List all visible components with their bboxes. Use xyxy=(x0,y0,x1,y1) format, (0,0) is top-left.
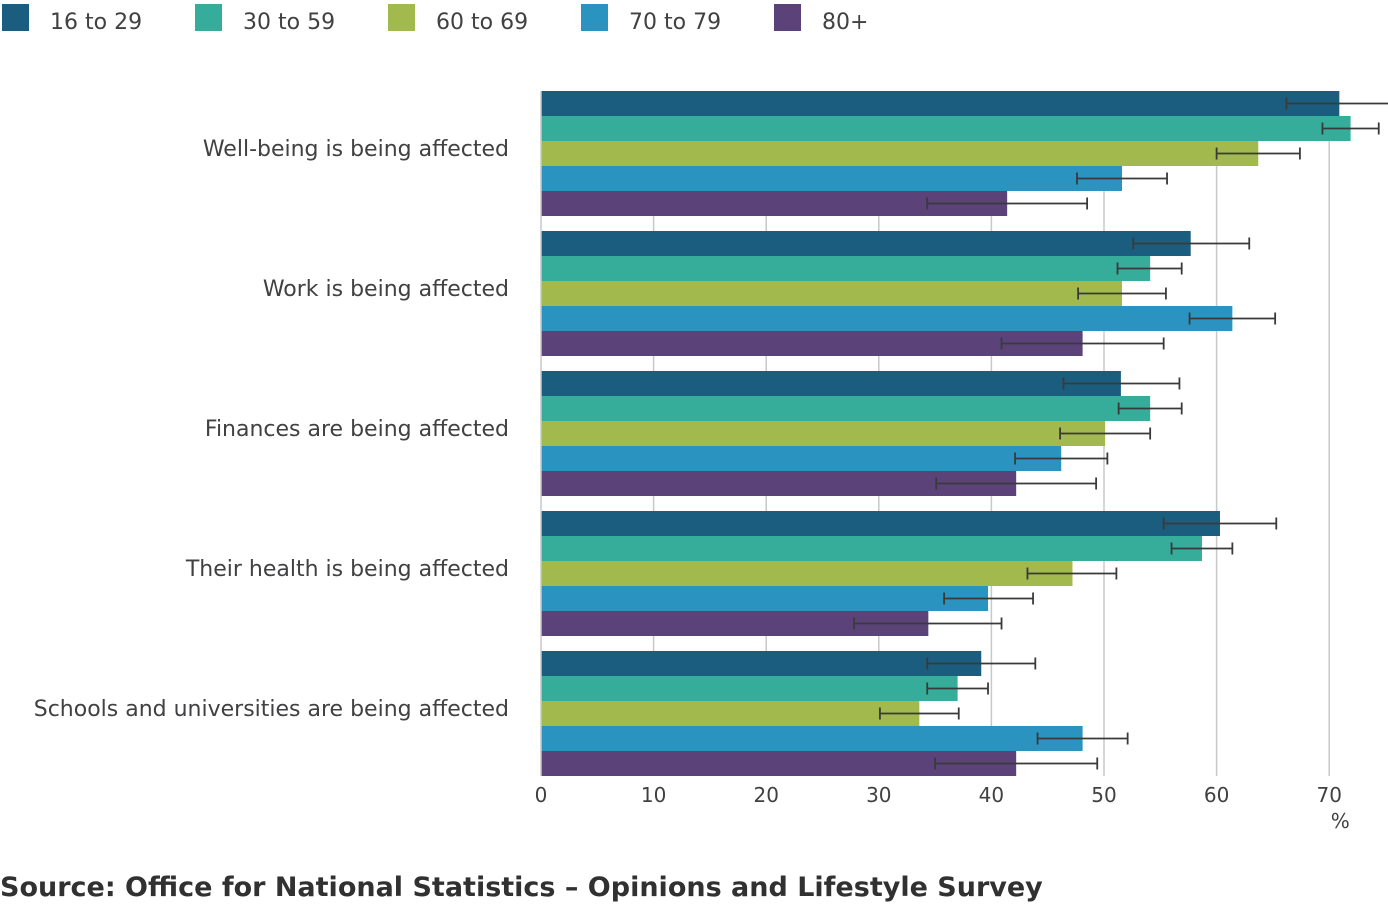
bar-60-to-69-work-is-being-affected xyxy=(541,281,1123,306)
legend-label-70-to-79: 70 to 79 xyxy=(629,10,721,35)
category-label-work-is-being-affected: Work is being affected xyxy=(263,277,509,302)
chart-category-labels: Well-being is being affected Work is bein… xyxy=(34,137,509,722)
bar-16-to-29-their-health-is-being-affected xyxy=(541,511,1220,536)
error-bar-80-schools-and-universities-are-being-affected xyxy=(934,757,1099,770)
chart-x-axis: 0 10 20 30 40 50 60 70% xyxy=(535,91,1350,833)
legend-swatch-16-to-29 xyxy=(2,4,29,31)
bar-60-to-69-finances-are-being-affected xyxy=(541,421,1106,446)
x-tick-label-60: 60 xyxy=(1204,783,1229,807)
x-tick-label-70: 70 xyxy=(1316,783,1341,807)
error-bar-80-well-being-is-being-affected xyxy=(926,197,1089,210)
error-bar-16-to-29-work-is-being-affected xyxy=(1132,237,1251,250)
bar-30-to-59-work-is-being-affected xyxy=(541,256,1151,281)
bar-16-to-29-work-is-being-affected xyxy=(541,231,1191,256)
error-bar-16-to-29-their-health-is-being-affected xyxy=(1162,517,1278,530)
bar-16-to-29-schools-and-universities-are-being-affected xyxy=(541,651,982,676)
bar-70-to-79-schools-and-universities-are-being-affected xyxy=(541,726,1083,751)
x-tick-label-0: 0 xyxy=(535,783,548,807)
chart-bars xyxy=(541,91,1351,776)
error-bar-60-to-69-work-is-being-affected xyxy=(1077,287,1167,300)
bar-16-to-29-well-being-is-being-affected xyxy=(541,91,1340,116)
legend-swatch-60-to-69 xyxy=(388,4,415,31)
bar-70-to-79-finances-are-being-affected xyxy=(541,446,1062,471)
bar-70-to-79-well-being-is-being-affected xyxy=(541,166,1123,191)
category-label-well-being-is-being-affected: Well-being is being affected xyxy=(203,137,509,162)
legend-label-60-to-69: 60 to 69 xyxy=(436,10,528,35)
error-bar-16-to-29-finances-are-being-affected xyxy=(1062,377,1181,390)
bar-30-to-59-well-being-is-being-affected xyxy=(541,116,1351,141)
bar-60-to-69-their-health-is-being-affected xyxy=(541,561,1073,586)
legend-label-16-to-29: 16 to 29 xyxy=(50,10,142,35)
legend-swatch-30-to-59 xyxy=(195,4,222,31)
error-bar-16-to-29-schools-and-universities-are-being-affected xyxy=(926,657,1037,670)
error-bar-80-their-health-is-being-affected xyxy=(853,617,1003,630)
bar-80-work-is-being-affected xyxy=(541,331,1083,356)
legend-label-80: 80+ xyxy=(822,10,868,35)
error-bar-30-to-59-work-is-being-affected xyxy=(1116,262,1183,275)
legend-swatch-70-to-79 xyxy=(581,4,608,31)
error-bar-30-to-59-well-being-is-being-affected xyxy=(1321,122,1380,135)
bar-60-to-69-well-being-is-being-affected xyxy=(541,141,1259,166)
error-bar-60-to-69-schools-and-universities-are-being-affected xyxy=(879,707,960,720)
x-tick-label-10: 10 xyxy=(641,783,666,807)
error-bar-16-to-29-well-being-is-being-affected xyxy=(1285,97,1388,110)
error-bar-30-to-59-schools-and-universities-are-being-affected xyxy=(926,682,989,695)
bar-60-to-69-schools-and-universities-are-being-affected xyxy=(541,701,920,726)
x-tick-label-40: 40 xyxy=(979,783,1004,807)
error-bar-70-to-79-schools-and-universities-are-being-affected xyxy=(1036,732,1129,745)
chart-legend: 16 to 29 30 to 59 60 to 69 70 to 79 80+ xyxy=(2,4,868,35)
legend-label-30-to-59: 30 to 59 xyxy=(243,10,335,35)
error-bar-60-to-69-their-health-is-being-affected xyxy=(1026,567,1118,580)
error-bar-70-to-79-finances-are-being-affected xyxy=(1014,452,1109,465)
bar-30-to-59-finances-are-being-affected xyxy=(541,396,1151,421)
legend-swatch-80 xyxy=(774,4,801,31)
error-bar-70-to-79-their-health-is-being-affected xyxy=(943,592,1034,605)
error-bar-30-to-59-finances-are-being-affected xyxy=(1117,402,1183,415)
bar-30-to-59-their-health-is-being-affected xyxy=(541,536,1202,561)
error-bar-30-to-59-their-health-is-being-affected xyxy=(1170,542,1234,555)
chart-error-bars xyxy=(853,97,1388,770)
x-axis-unit-label: % xyxy=(1331,809,1350,833)
bar-30-to-59-schools-and-universities-are-being-affected xyxy=(541,676,958,701)
bar-16-to-29-finances-are-being-affected xyxy=(541,371,1121,396)
x-tick-label-30: 30 xyxy=(866,783,891,807)
error-bar-70-to-79-work-is-being-affected xyxy=(1188,312,1277,325)
error-bar-60-to-69-finances-are-being-affected xyxy=(1059,427,1152,440)
category-label-their-health-is-being-affected: Their health is being affected xyxy=(185,557,509,582)
bar-70-to-79-work-is-being-affected xyxy=(541,306,1233,331)
bar-70-to-79-their-health-is-being-affected xyxy=(541,586,989,611)
error-bar-60-to-69-well-being-is-being-affected xyxy=(1215,147,1301,160)
source-note: Source: Office for National Statistics –… xyxy=(0,872,1043,903)
x-tick-label-50: 50 xyxy=(1091,783,1116,807)
error-bar-70-to-79-well-being-is-being-affected xyxy=(1076,172,1168,185)
category-label-schools-and-universities-are-being-affected: Schools and universities are being affec… xyxy=(34,697,509,722)
error-bar-80-finances-are-being-affected xyxy=(935,477,1098,490)
x-tick-label-20: 20 xyxy=(753,783,778,807)
category-label-finances-are-being-affected: Finances are being affected xyxy=(205,417,509,442)
error-bar-80-work-is-being-affected xyxy=(1000,337,1165,350)
